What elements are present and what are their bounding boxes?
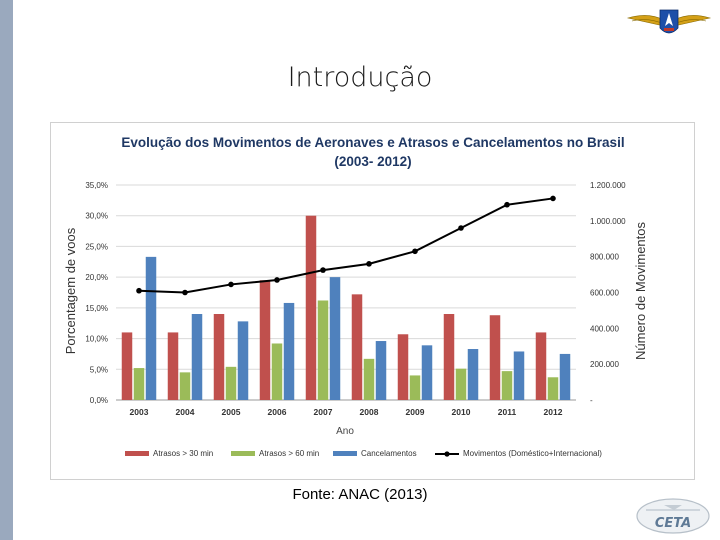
left-tick-label: 15,0% (85, 304, 108, 313)
right-tick-label: 1.000.000 (590, 217, 626, 226)
x-tick-label: 2006 (268, 407, 287, 417)
ceta-logo-text: CETA (655, 516, 691, 531)
left-tick-label: 5,0% (90, 365, 108, 374)
chart-frame: Evolução dos Movimentos de Aeronaves e A… (50, 122, 695, 480)
legend-swatch-atrasos30 (125, 451, 149, 456)
bar-atrasos30-2011 (489, 315, 501, 400)
movimentos-point-2011 (504, 201, 510, 208)
x-tick-label: 2008 (360, 407, 379, 417)
bar-atrasos30-2003 (121, 332, 133, 400)
bar-cancelamentos-2007 (329, 277, 341, 400)
bar-atrasos60-2009 (409, 375, 421, 400)
source-caption: Fonte: ANAC (2013) (292, 486, 428, 503)
bar-atrasos30-2005 (213, 314, 225, 400)
bar-atrasos30-2004 (167, 332, 179, 400)
x-tick-label: 2009 (406, 407, 425, 417)
x-tick-label: 2012 (544, 407, 563, 417)
movimentos-point-2009 (412, 248, 418, 255)
movimentos-point-2004 (182, 289, 188, 296)
right-tick-label: 400.000 (590, 324, 619, 333)
bar-atrasos60-2012 (547, 377, 559, 400)
bar-atrasos60-2010 (455, 368, 467, 400)
legend: Atrasos > 30 min Atrasos > 60 min Cancelam… (125, 449, 602, 458)
movimentos-point-2006 (274, 277, 280, 283)
bar-atrasos30-2009 (397, 334, 409, 400)
bar-cancelamentos-2003 (145, 256, 157, 400)
movimentos-point-2005 (228, 281, 234, 288)
right-tick-label: 800.000 (590, 253, 619, 262)
bar-atrasos30-2008 (351, 294, 363, 400)
left-tick-label: 30,0% (85, 212, 108, 221)
chart-title-line1: Evolução dos Movimentos de Aeronaves e A… (121, 135, 624, 150)
legend-label: Movimentos (Doméstico+Internacional) (463, 449, 602, 458)
bar-cancelamentos-2005 (237, 321, 249, 400)
bar-cancelamentos-2006 (283, 302, 295, 400)
bar-atrasos30-2012 (535, 332, 547, 400)
bar-atrasos60-2004 (179, 372, 191, 400)
bar-atrasos30-2010 (443, 314, 455, 400)
y-axis-label-right: Número de Movimentos (633, 222, 648, 360)
university-logo (626, 9, 712, 34)
bar-cancelamentos-2011 (513, 351, 525, 400)
right-tick-label: 200.000 (590, 360, 619, 369)
bar-cancelamentos-2004 (191, 314, 203, 400)
legend-swatch-movimentos-dot (444, 451, 450, 457)
right-tick-label: 600.000 (590, 289, 619, 298)
bar-atrasos60-2003 (133, 368, 145, 400)
x-axis-ticks: 2003 2004 2005 2006 2007 2008 2009 2010 2011 2012 (130, 407, 563, 417)
left-tick-label: 10,0% (85, 335, 108, 344)
legend-label: Atrasos > 30 min (153, 449, 213, 458)
right-tick-label: 1.200.000 (590, 181, 626, 190)
x-tick-label: 2004 (176, 407, 195, 417)
bar-cancelamentos-2010 (467, 349, 479, 400)
bar-atrasos60-2011 (501, 371, 513, 400)
bar-atrasos60-2006 (271, 343, 283, 400)
chart-title-line2: (2003- 2012) (334, 154, 411, 169)
movimentos-point-2008 (366, 261, 372, 267)
movimentos-point-2010 (458, 225, 464, 231)
x-axis-label: Ano (336, 426, 354, 437)
legend-label: Cancelamentos (361, 449, 417, 458)
left-accent-bar (0, 0, 13, 540)
left-tick-label: 20,0% (85, 273, 108, 282)
bar-atrasos30-2007 (305, 215, 317, 400)
left-tick-label: 0,0% (90, 396, 108, 405)
right-axis-ticks: - 200.000 400.000 600.000 800.000 1.000.000 1.… (590, 181, 626, 405)
bar-cancelamentos-2008 (375, 341, 387, 400)
x-tick-label: 2003 (130, 407, 149, 417)
x-tick-label: 2010 (452, 407, 471, 417)
movimentos-line-group (136, 195, 556, 296)
movimentos-line (138, 197, 554, 294)
right-tick-label: - (590, 396, 593, 405)
left-tick-label: 35,0% (85, 181, 108, 190)
chart: Evolução dos Movimentos de Aeronaves e A… (63, 135, 648, 458)
ceta-logo: CETA (636, 498, 710, 534)
bar-atrasos60-2008 (363, 358, 375, 400)
x-tick-label: 2011 (498, 407, 517, 417)
bars (121, 215, 571, 400)
slide-title: Introdução (287, 62, 433, 93)
left-tick-label: 25,0% (85, 242, 108, 251)
movimentos-point-2012 (550, 195, 556, 202)
y-axis-label-left: Porcentagem de voos (63, 227, 78, 354)
bar-cancelamentos-2012 (559, 353, 571, 400)
bar-atrasos60-2005 (225, 366, 237, 400)
bar-atrasos30-2006 (259, 280, 271, 400)
movimentos-point-2007 (320, 267, 326, 273)
bar-atrasos60-2007 (317, 300, 329, 400)
legend-swatch-cancelamentos (333, 451, 357, 456)
x-tick-label: 2005 (222, 407, 241, 417)
legend-swatch-atrasos60 (231, 451, 255, 456)
legend-label: Atrasos > 60 min (259, 449, 319, 458)
x-tick-label: 2007 (314, 407, 333, 417)
movimentos-point-2003 (136, 287, 142, 294)
left-axis-ticks: 0,0% 5,0% 10,0% 15,0% 20,0% 25,0% 30,0% 35,0% (85, 181, 108, 405)
bar-cancelamentos-2009 (421, 345, 433, 400)
